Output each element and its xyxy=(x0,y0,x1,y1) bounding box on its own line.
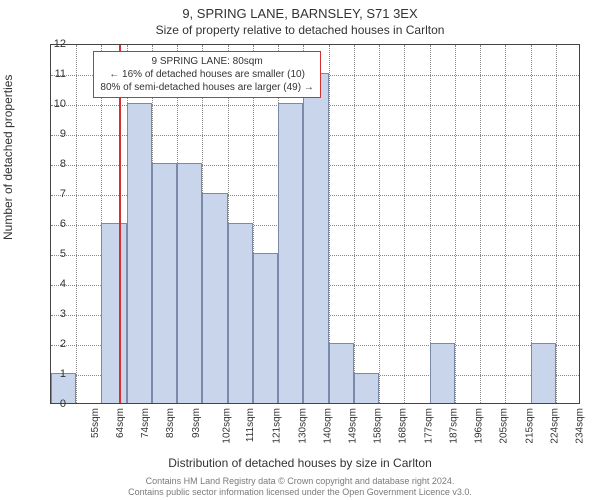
footer-line: Contains HM Land Registry data © Crown c… xyxy=(0,476,600,487)
gridline-vertical xyxy=(505,45,506,403)
footer-line: Contains public sector information licen… xyxy=(0,487,600,498)
gridline-vertical xyxy=(354,45,355,403)
property-marker-line xyxy=(119,45,121,403)
y-tick-label: 9 xyxy=(60,128,66,140)
annotation-line: 9 SPRING LANE: 80sqm xyxy=(100,55,313,68)
y-tick-label: 0 xyxy=(60,398,66,410)
histogram-bar xyxy=(329,343,354,403)
x-tick-label: 102sqm xyxy=(221,408,232,444)
x-tick-label: 149sqm xyxy=(348,408,359,444)
x-tick-label: 130sqm xyxy=(297,408,308,444)
histogram-bar xyxy=(228,223,253,403)
annotation-line: ← 16% of detached houses are smaller (10… xyxy=(100,68,313,81)
x-tick-label: 205sqm xyxy=(499,408,510,444)
y-tick-label: 12 xyxy=(54,38,66,50)
y-tick-label: 8 xyxy=(60,158,66,170)
chart-title: 9, SPRING LANE, BARNSLEY, S71 3EX xyxy=(0,0,600,21)
chart-subtitle: Size of property relative to detached ho… xyxy=(0,21,600,37)
gridline-vertical xyxy=(556,45,557,403)
y-tick-label: 10 xyxy=(54,98,66,110)
gridline-vertical xyxy=(76,45,77,403)
histogram-bar xyxy=(354,373,379,403)
x-tick-label: 168sqm xyxy=(398,408,409,444)
y-tick-label: 2 xyxy=(60,338,66,350)
histogram-bar xyxy=(253,253,278,403)
gridline-vertical xyxy=(455,45,456,403)
annotation-line: 80% of semi-detached houses are larger (… xyxy=(100,81,313,94)
y-tick-label: 1 xyxy=(60,368,66,380)
x-tick-label: 93sqm xyxy=(191,408,202,438)
gridline-vertical xyxy=(379,45,380,403)
plot-area: 9 SPRING LANE: 80sqm← 16% of detached ho… xyxy=(50,44,580,404)
x-axis-label: Distribution of detached houses by size … xyxy=(168,456,431,470)
y-tick-label: 5 xyxy=(60,248,66,260)
x-tick-label: 196sqm xyxy=(474,408,485,444)
x-tick-label: 55sqm xyxy=(90,408,101,438)
histogram-bar xyxy=(101,223,126,403)
histogram-bar xyxy=(278,103,303,403)
gridline-vertical xyxy=(404,45,405,403)
x-tick-label: 187sqm xyxy=(449,408,460,444)
x-tick-label: 158sqm xyxy=(373,408,384,444)
y-axis-label: Number of detached properties xyxy=(1,75,15,240)
annotation-box: 9 SPRING LANE: 80sqm← 16% of detached ho… xyxy=(93,51,320,98)
chart-container: 9, SPRING LANE, BARNSLEY, S71 3EX Size o… xyxy=(0,0,600,500)
histogram-bar xyxy=(531,343,556,403)
footer-text: Contains HM Land Registry data © Crown c… xyxy=(0,476,600,498)
x-tick-label: 64sqm xyxy=(115,408,126,438)
histogram-bar xyxy=(303,73,328,403)
x-tick-label: 224sqm xyxy=(549,408,560,444)
y-tick-label: 11 xyxy=(55,68,66,80)
histogram-bar xyxy=(152,163,177,403)
x-tick-label: 74sqm xyxy=(140,408,151,438)
x-tick-label: 83sqm xyxy=(165,408,176,438)
y-tick-label: 6 xyxy=(60,218,66,230)
x-tick-label: 177sqm xyxy=(423,408,434,444)
histogram-bar xyxy=(430,343,455,403)
y-tick-label: 3 xyxy=(60,308,66,320)
x-tick-label: 215sqm xyxy=(524,408,535,444)
x-tick-label: 140sqm xyxy=(322,408,333,444)
x-tick-label: 111sqm xyxy=(245,408,256,442)
y-tick-label: 7 xyxy=(60,188,66,200)
y-tick-label: 4 xyxy=(60,278,66,290)
x-tick-label: 121sqm xyxy=(272,408,283,444)
histogram-bar xyxy=(177,163,202,403)
x-tick-label: 234sqm xyxy=(575,408,586,444)
gridline-vertical xyxy=(480,45,481,403)
histogram-bar xyxy=(202,193,227,403)
histogram-bar xyxy=(127,103,152,403)
